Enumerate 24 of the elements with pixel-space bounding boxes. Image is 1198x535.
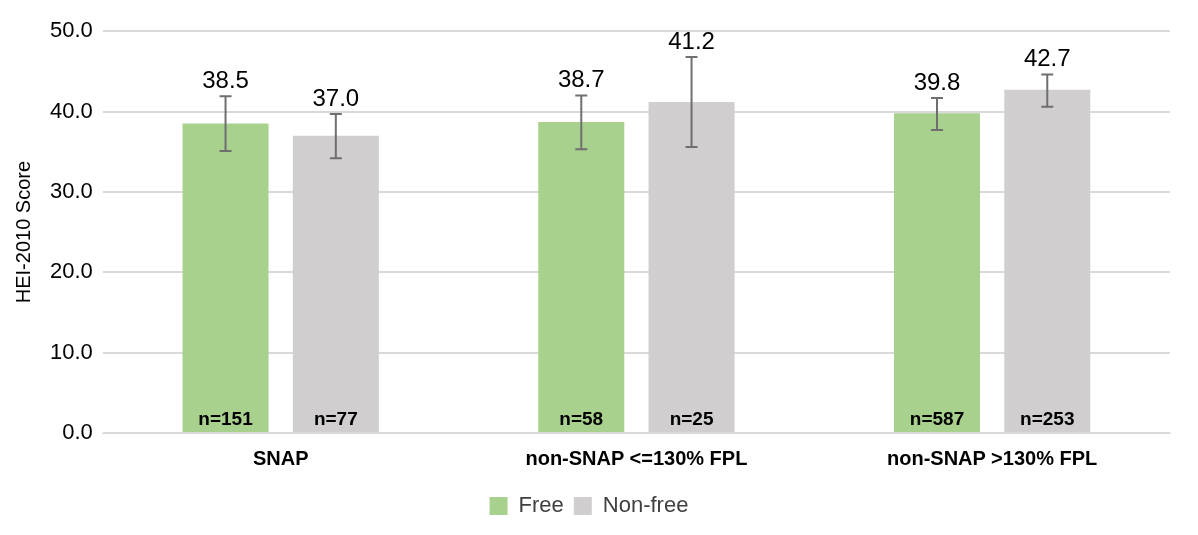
data-label: 42.7	[1023, 44, 1071, 72]
x-tick-label: non-SNAP <=130% FPL	[525, 446, 748, 469]
y-tick-label: 50.0	[49, 17, 93, 43]
data-label: 38.5	[202, 65, 249, 93]
annotation: n=77	[313, 407, 358, 429]
data-label: 41.2	[668, 26, 715, 54]
y-tick-label: 40.0	[49, 97, 93, 123]
y-tick-label: 30.0	[49, 177, 93, 203]
x-tick-label: non-SNAP >130% FPL	[887, 446, 1098, 469]
legend-label: Free	[518, 492, 564, 518]
data-label: 38.7	[557, 65, 605, 93]
y-tick-label: 10.0	[49, 338, 93, 364]
annotation: n=587	[909, 407, 965, 429]
annotation: n=253	[1020, 407, 1075, 429]
legend-label: Non-free	[602, 492, 689, 518]
y-tick-label: 20.0	[49, 258, 93, 284]
x-tick-label: SNAP	[252, 446, 309, 469]
y-axis-title: HEI-2010 Score	[11, 160, 34, 304]
y-tick-label: 0.0	[62, 419, 93, 445]
data-label: 37.0	[312, 83, 360, 111]
annotation: n=58	[559, 407, 604, 429]
annotation: n=25	[669, 407, 714, 429]
annotation: n=151	[198, 407, 254, 429]
data-label: 39.8	[913, 67, 961, 95]
